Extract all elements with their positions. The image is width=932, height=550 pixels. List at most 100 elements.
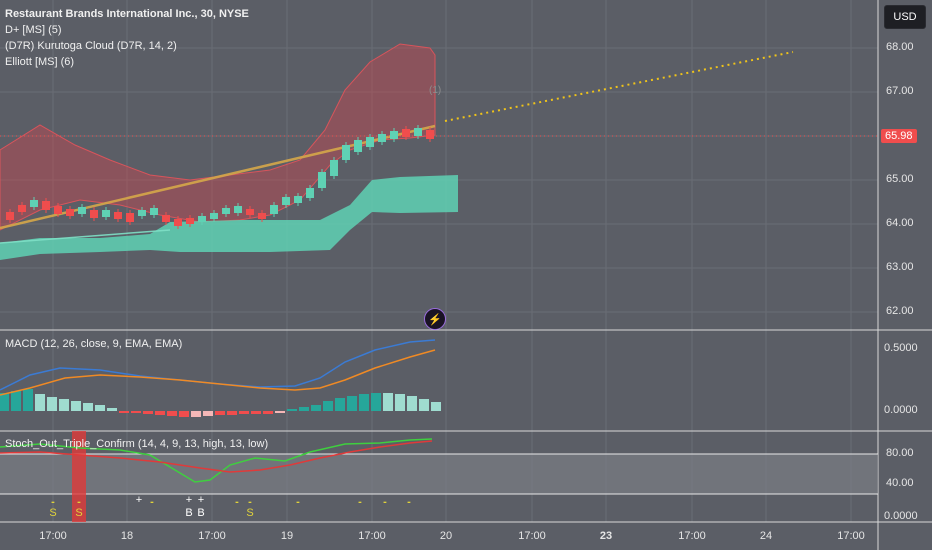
stoch-signal: + xyxy=(185,494,193,506)
macd-histogram xyxy=(0,389,441,417)
candle xyxy=(306,188,314,198)
macd-bar xyxy=(395,394,405,411)
candle xyxy=(270,205,278,214)
time-tick: 17:00 xyxy=(358,530,386,542)
macd-bar xyxy=(431,402,441,411)
price-tick: 64.00 xyxy=(886,217,914,229)
macd-bar xyxy=(287,409,297,411)
candle xyxy=(210,213,218,219)
candle xyxy=(42,201,50,210)
candle xyxy=(330,160,338,176)
candle xyxy=(402,129,410,137)
candles[interactable] xyxy=(6,125,434,229)
macd-bar xyxy=(383,393,393,411)
wave-label: (1) xyxy=(429,85,442,96)
stoch-signal: - xyxy=(296,496,300,508)
candle xyxy=(114,212,122,219)
candle xyxy=(366,137,374,147)
macd-bar xyxy=(203,411,213,416)
time-tick: 19 xyxy=(280,530,294,542)
candle xyxy=(186,218,194,224)
stoch-signal: S xyxy=(49,507,57,519)
stoch-signal: - xyxy=(235,496,239,508)
lightning-icon[interactable]: ⚡ xyxy=(424,308,446,330)
price-tick: 67.00 xyxy=(886,85,914,97)
last-price-tag: 65.98 xyxy=(881,129,917,143)
macd-bar xyxy=(263,411,273,414)
macd-tick: 0.5000 xyxy=(884,342,918,354)
macd-bar xyxy=(371,393,381,411)
macd-bar xyxy=(0,393,9,411)
macd-bar xyxy=(155,411,165,415)
candle xyxy=(30,200,38,207)
candle xyxy=(246,209,254,215)
candle xyxy=(54,206,62,214)
kurutoga-cloud-teal xyxy=(0,175,458,260)
stoch-signal: + xyxy=(135,494,143,506)
price-tick: 62.00 xyxy=(886,305,914,317)
stoch-tick: 40.00 xyxy=(886,477,914,489)
stoch-signal: + xyxy=(197,494,205,506)
macd-bar xyxy=(335,398,345,411)
stoch-tick: 80.00 xyxy=(886,447,914,459)
candle xyxy=(126,213,134,222)
candle xyxy=(318,172,326,188)
time-tick: 17:00 xyxy=(39,530,67,542)
symbol-title[interactable]: Restaurant Brands International Inc., 30… xyxy=(5,8,249,20)
stoch-signal: - xyxy=(383,496,387,508)
time-tick: 20 xyxy=(439,530,453,542)
stoch-signal: - xyxy=(248,496,252,508)
candle xyxy=(174,219,182,226)
macd-bar xyxy=(59,399,69,411)
cloud-edge-line xyxy=(0,229,171,244)
time-tick: 23 xyxy=(599,530,613,542)
candle xyxy=(102,210,110,217)
grid xyxy=(0,0,878,522)
macd-bar xyxy=(299,407,309,411)
macd-bar xyxy=(191,411,201,417)
candle xyxy=(378,134,386,142)
time-tick: 17:00 xyxy=(518,530,546,542)
stoch-band xyxy=(0,454,878,494)
stoch-signal: S xyxy=(246,507,254,519)
macd-bar xyxy=(407,396,417,411)
candle xyxy=(138,210,146,216)
indicator-dplus[interactable]: D+ [MS] (5) xyxy=(5,24,62,36)
macd-bar xyxy=(35,394,45,411)
macd-bar xyxy=(347,396,357,411)
macd-bar xyxy=(83,403,93,411)
candle xyxy=(150,208,158,215)
candle xyxy=(342,145,350,160)
candle xyxy=(66,209,74,216)
stoch-signal: - xyxy=(51,496,55,508)
candle xyxy=(198,216,206,222)
candle xyxy=(78,207,86,214)
candle xyxy=(90,210,98,218)
candle xyxy=(390,131,398,139)
indicator-kurutoga[interactable]: (D7R) Kurutoga Cloud (D7R, 14, 2) xyxy=(5,40,177,52)
time-tick: 17:00 xyxy=(198,530,226,542)
time-tick: 18 xyxy=(120,530,134,542)
stoch-title[interactable]: Stoch_Out_Triple_Confirm (14, 4, 9, 13, … xyxy=(5,438,269,450)
macd-bar xyxy=(95,405,105,411)
macd-bar xyxy=(47,397,57,411)
stoch-signal: S xyxy=(75,507,83,519)
candle xyxy=(282,197,290,205)
candle xyxy=(162,215,170,222)
stoch-tick: 0.0000 xyxy=(884,510,918,522)
stoch-red-line xyxy=(0,440,433,473)
macd-bar xyxy=(275,411,285,413)
projection-line[interactable] xyxy=(444,51,794,122)
indicator-elliott[interactable]: Elliott [MS] (6) xyxy=(5,56,75,68)
price-tick: 68.00 xyxy=(886,41,914,53)
macd-bar xyxy=(239,411,249,414)
stoch-green-line xyxy=(0,438,433,483)
macd-title[interactable]: MACD (12, 26, close, 9, EMA, EMA) xyxy=(5,338,183,350)
currency-button[interactable]: USD xyxy=(884,5,926,29)
price-tick: 63.00 xyxy=(886,261,914,273)
time-tick: 17:00 xyxy=(837,530,865,542)
macd-bar xyxy=(419,399,429,411)
macd-bar xyxy=(167,411,177,416)
